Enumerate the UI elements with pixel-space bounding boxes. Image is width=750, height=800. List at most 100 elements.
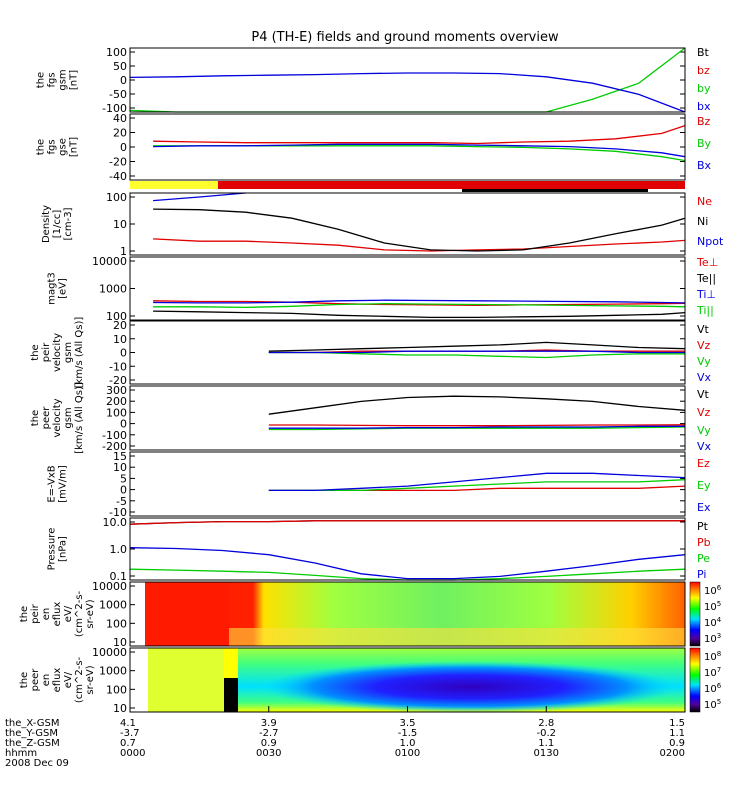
electron-spectrogram-blob [260, 661, 680, 713]
ytick-label: 10000 [92, 646, 127, 659]
date-label: 2008 Dec 09 [5, 758, 69, 769]
ylabel-line: eflux [52, 602, 63, 627]
colorbar-tick: 105 [704, 698, 721, 711]
xtick-label: 4.1 [120, 718, 136, 729]
ylabel-line: the [36, 72, 47, 88]
ytick-label: -10 [109, 360, 127, 373]
electron-spectrogram [129, 647, 686, 713]
ylabel-line: eflux [52, 668, 63, 693]
ytick-label: 1.0 [110, 543, 128, 556]
ytick-label: -20 [109, 374, 127, 387]
ion-spectrogram-left [145, 582, 229, 646]
xtick-label: 2.8 [538, 718, 554, 729]
ylabel-line: E=-VxB [47, 465, 58, 502]
ytick-label: -40 [109, 170, 127, 183]
xtick-label: 1.1 [669, 728, 685, 739]
ion-spectrogram-frame [129, 581, 686, 647]
legend-green: Vy [697, 355, 711, 368]
ytick-label: 10 [113, 636, 127, 649]
legend-blue: Bx [697, 159, 712, 172]
colorbar-tick-exp: 6 [717, 682, 722, 690]
ylabel-line: (cm^2-s- [74, 590, 85, 637]
ytick-label: 50 [113, 60, 127, 73]
colorbar-electron-ramp [689, 647, 701, 713]
panel-frame [129, 320, 686, 385]
xtick-label: 1.1 [538, 738, 554, 749]
xtick-label: 0000 [120, 748, 145, 759]
legend-blue: Npot [697, 235, 724, 248]
legend-red: bz [697, 64, 710, 77]
panel-density: 100 10 1 Density [1/cc] [cm-3] Ne Ni Npot [41, 191, 724, 258]
ylabel-line: gsm [63, 342, 74, 363]
legend-green: By [697, 137, 712, 150]
panel-frame [129, 47, 686, 113]
ytick-label: 100 [106, 683, 127, 696]
xtick-label: 0030 [256, 748, 281, 759]
series-line-green [129, 47, 686, 113]
ylabel-line: en [41, 608, 52, 621]
ytick-label: 300 [106, 384, 127, 397]
panel-frame [129, 192, 686, 256]
legend-black: Ni [697, 215, 708, 228]
axis-row-label: the_Y-GSM [5, 728, 58, 739]
ylabel-line: velocity [52, 333, 63, 372]
ytick-label: 1000 [99, 283, 127, 296]
ytick-label: 1000 [99, 599, 127, 612]
xtick-label: 0.9 [669, 738, 685, 749]
electron-spectrogram-left [148, 648, 224, 712]
ylabel-line: the [30, 410, 41, 426]
legend-blue: bx [697, 100, 711, 113]
colorbar-tick: 105 [704, 600, 721, 613]
ytick-label: 100 [106, 617, 127, 630]
series-line-blue [268, 425, 685, 429]
legend-blue: Pi [697, 568, 706, 581]
colorbar-tick: 107 [704, 666, 721, 679]
ylabel-line: en [41, 674, 52, 687]
ylabel-line: gsm [63, 407, 74, 428]
legend-blue: Vx [697, 440, 712, 453]
colorbar-tick-exp: 7 [717, 666, 721, 674]
legend-red: Ez [697, 457, 710, 470]
xtick-label: -1.5 [398, 728, 418, 739]
colorbar-tick-exp: 4 [717, 616, 722, 624]
colorbar-tick: 104 [704, 616, 722, 629]
colorbar-tick: 106 [704, 584, 722, 597]
legend-red: Vz [697, 339, 711, 352]
ytick-label: 0 [120, 484, 127, 497]
series-line-blue [268, 472, 686, 492]
panel-frame [129, 451, 686, 517]
legend-black: Vt [697, 388, 710, 401]
panel-pressure: 10.0 1.0 0.1 Pressure [nPa] Pt Pb Pe Pi [47, 516, 711, 583]
legend-black: Te|| [696, 272, 716, 285]
colorbar-ion-ramp [689, 581, 701, 647]
ytick-label: -10 [109, 506, 127, 519]
xtick-label: -3.7 [120, 728, 140, 739]
series-line-black [268, 341, 686, 352]
ylabel-line: magt3 [47, 272, 58, 305]
legend-black: Pt [697, 520, 709, 533]
colorbar-electron [689, 647, 701, 713]
legend-green: Pe [697, 552, 710, 565]
colorbar-tick-exp: 5 [717, 698, 721, 706]
colorbar-tick-exp: 8 [717, 650, 721, 658]
ytick-label: -5 [116, 495, 127, 508]
ytick-label: 40 [113, 112, 127, 125]
ylabel-line: eV/ [63, 671, 74, 688]
series-line-red [268, 424, 686, 427]
legend-red: Ne [697, 195, 712, 208]
ylabel-line: [eV] [58, 278, 69, 299]
legend-blue: Ex [697, 501, 711, 514]
ylabel-line: sr-eV) [85, 665, 96, 694]
ytick-label: 0.1 [110, 570, 128, 583]
ytick-label: 0 [120, 418, 127, 431]
ytick-label: 10 [113, 461, 127, 474]
legend-blue: Ti⊥ [696, 288, 716, 301]
series-line-red [129, 520, 685, 525]
status-bar-black [462, 189, 648, 192]
colorbar-tick-exp: 3 [717, 632, 721, 640]
ylabel-line: velocity [52, 398, 63, 437]
